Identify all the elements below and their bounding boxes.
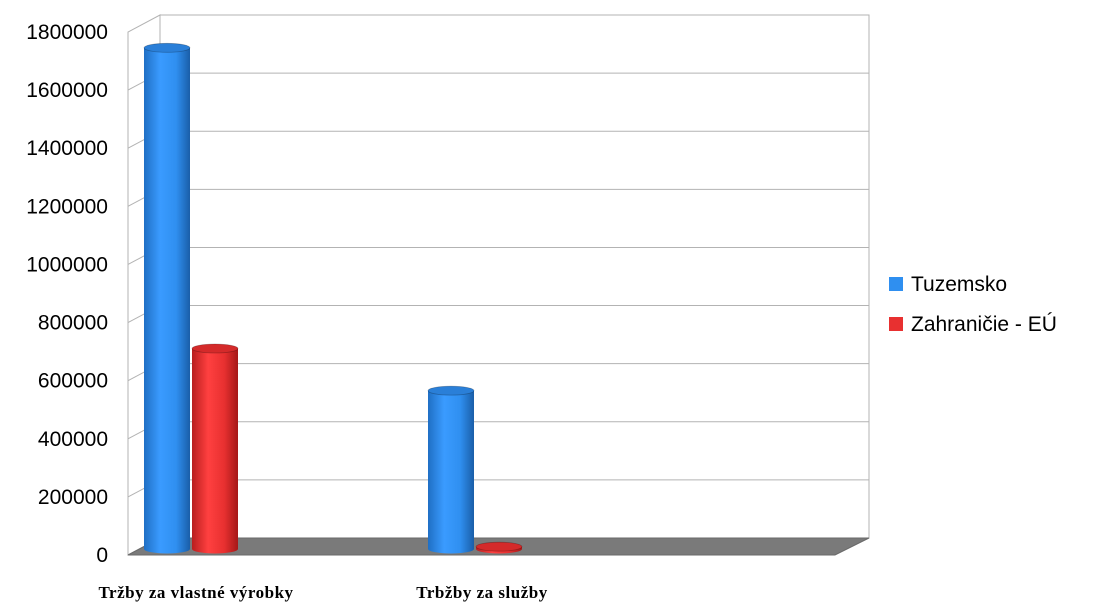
y-tick-label: 1600000 [26, 79, 108, 102]
bar-tuzemsko [427, 385, 475, 554]
y-tick-label: 0 [96, 544, 108, 567]
legend-label: Zahraničie - EÚ [911, 313, 1057, 336]
bar-body [192, 348, 238, 554]
x-axis-ticks: Tržby za vlastné výrobky Trbžby za služby [98, 583, 547, 602]
x-tick-label: Tržby za vlastné výrobky [98, 583, 293, 602]
bars [143, 42, 523, 554]
bar-top [475, 541, 523, 552]
y-tick-label: 1200000 [26, 195, 108, 218]
legend: Tuzemsko Zahraničie - EÚ [889, 273, 1057, 336]
y-tick-label: 800000 [38, 312, 108, 335]
legend-label: Tuzemsko [911, 273, 1007, 296]
y-tick-label: 1800000 [26, 21, 108, 44]
y-tick-label: 1000000 [26, 253, 108, 276]
bar-body [428, 390, 474, 554]
legend-item: Zahraničie - EÚ [889, 313, 1057, 336]
bar-top [427, 385, 475, 396]
bar-top [191, 343, 239, 354]
bar-tuzemsko [143, 42, 191, 554]
y-tick-label: 600000 [38, 370, 108, 393]
legend-item: Tuzemsko [889, 273, 1007, 296]
y-tick-label: 1400000 [26, 137, 108, 160]
y-axis-ticks: 0 200000 400000 600000 800000 1000000 1200000 1… [26, 21, 108, 567]
y-tick-label: 200000 [38, 486, 108, 509]
legend-swatch [889, 317, 903, 331]
bar-zahrani-ie-e- [191, 343, 239, 554]
bar-zahrani-ie-e- [475, 541, 523, 554]
back-wall [159, 14, 870, 539]
bar-body [144, 47, 190, 554]
x-tick-label: Trbžby za služby [416, 583, 547, 602]
y-tick-label: 400000 [38, 428, 108, 451]
bar-top [143, 42, 191, 53]
legend-swatch [889, 277, 903, 291]
plot-walls [127, 14, 870, 556]
